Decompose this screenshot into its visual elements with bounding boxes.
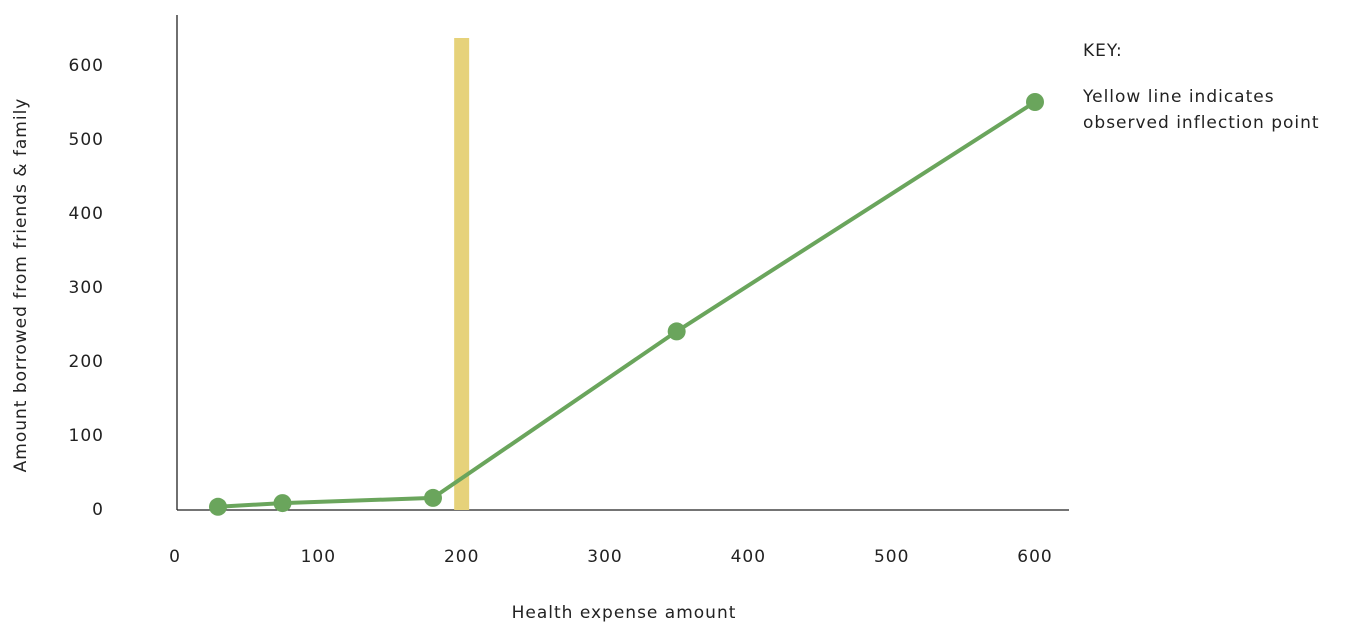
x-tick-label: 300 bbox=[587, 547, 622, 567]
key-description: Yellow line indicates observed inflectio… bbox=[1083, 87, 1320, 133]
tick-labels: 0 100 200 300 400 500 600 0 100 200 300 400 500 600 bbox=[69, 56, 1052, 567]
y-axis-label: Amount borrowed from friends & family bbox=[11, 98, 31, 473]
data-point bbox=[273, 494, 292, 513]
series-layer bbox=[209, 93, 1044, 516]
x-tick-label: 500 bbox=[874, 547, 909, 567]
data-point bbox=[1026, 93, 1044, 111]
inflection-layer bbox=[454, 38, 470, 510]
y-tick-label: 100 bbox=[69, 426, 104, 446]
chart-key: KEY: Yellow line indicates observed infl… bbox=[1083, 38, 1363, 136]
x-axis-label: Health expense amount bbox=[512, 603, 737, 623]
x-tick-label: 400 bbox=[731, 547, 766, 567]
y-tick-label: 600 bbox=[69, 56, 104, 76]
y-tick-label: 500 bbox=[69, 130, 104, 150]
data-point bbox=[424, 488, 442, 507]
key-title: KEY: bbox=[1083, 41, 1123, 61]
y-tick-label: 300 bbox=[69, 278, 104, 298]
y-tick-label: 0 bbox=[92, 500, 104, 520]
data-point bbox=[209, 497, 227, 516]
data-point bbox=[667, 322, 686, 341]
x-tick-label: 200 bbox=[444, 547, 479, 567]
inflection-line bbox=[454, 38, 470, 510]
x-tick-label: 0 bbox=[169, 547, 181, 567]
axes bbox=[176, 15, 1069, 511]
y-tick-label: 400 bbox=[69, 204, 104, 224]
x-tick-label: 100 bbox=[301, 547, 336, 567]
series-line bbox=[216, 100, 1037, 509]
y-tick-label: 200 bbox=[69, 352, 104, 372]
x-tick-label: 600 bbox=[1017, 547, 1052, 567]
